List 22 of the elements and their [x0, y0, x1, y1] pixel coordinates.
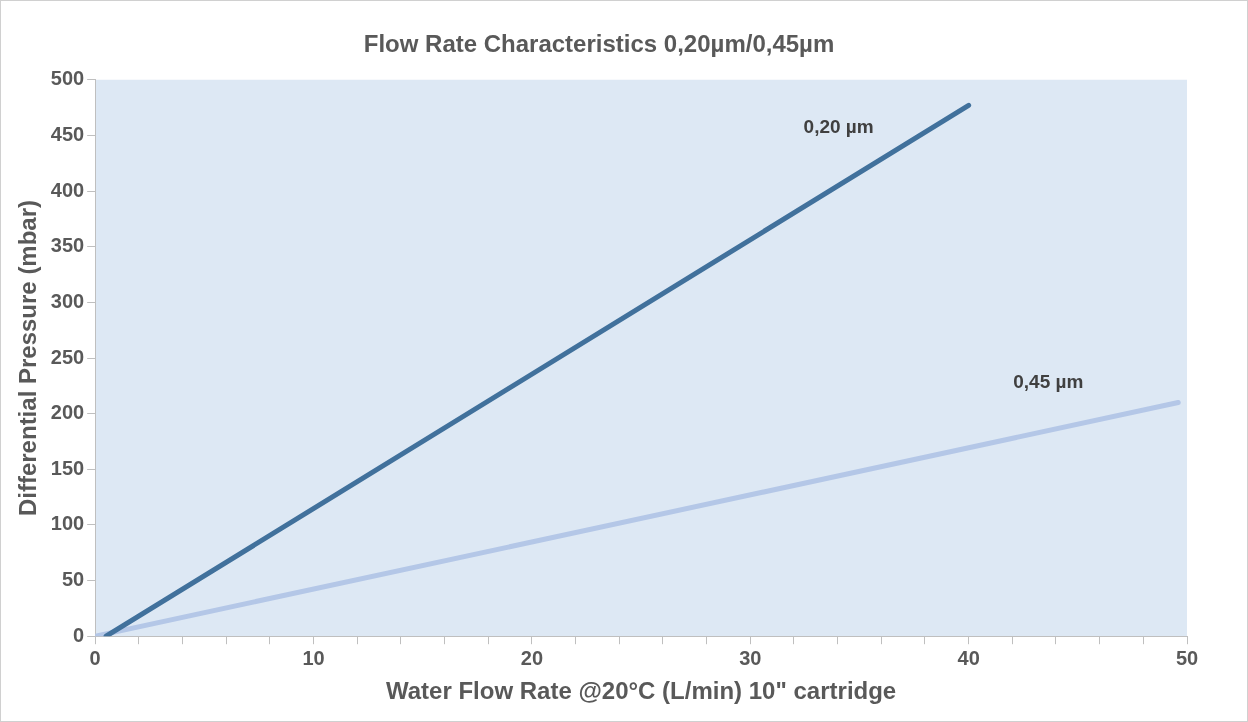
y-tick-label: 500: [50, 67, 85, 90]
x-tick-label: 10: [302, 646, 325, 669]
y-tick-label: 200: [50, 401, 85, 424]
y-tick-label: 250: [50, 345, 85, 368]
x-tick-label: 40: [957, 646, 980, 669]
y-tick-label: 0: [73, 623, 85, 646]
x-tick-label: 50: [1175, 646, 1199, 669]
x-tick-label: 0: [89, 646, 101, 669]
chart-title: Flow Rate Characteristics 0,20µm/0,45µm: [363, 30, 835, 58]
y-axis-title: Differential Pressure (mbar): [14, 199, 42, 517]
x-tick-label: 20: [520, 646, 544, 669]
x-axis-title: Water Flow Rate @20°C (L/min) 10" cartridge: [385, 677, 897, 705]
series-label: 0,20 µm: [803, 116, 874, 138]
y-tick-label: 50: [61, 568, 85, 591]
series-label: 0,45 µm: [1013, 370, 1084, 392]
y-tick-label: 150: [50, 456, 85, 479]
y-tick-label: 400: [50, 178, 85, 201]
y-tick-label: 350: [50, 234, 85, 257]
y-tick-label: 100: [50, 512, 85, 535]
x-tick-label: 30: [739, 646, 762, 669]
y-tick-label: 450: [50, 122, 85, 145]
y-tick-label: 300: [50, 289, 85, 312]
